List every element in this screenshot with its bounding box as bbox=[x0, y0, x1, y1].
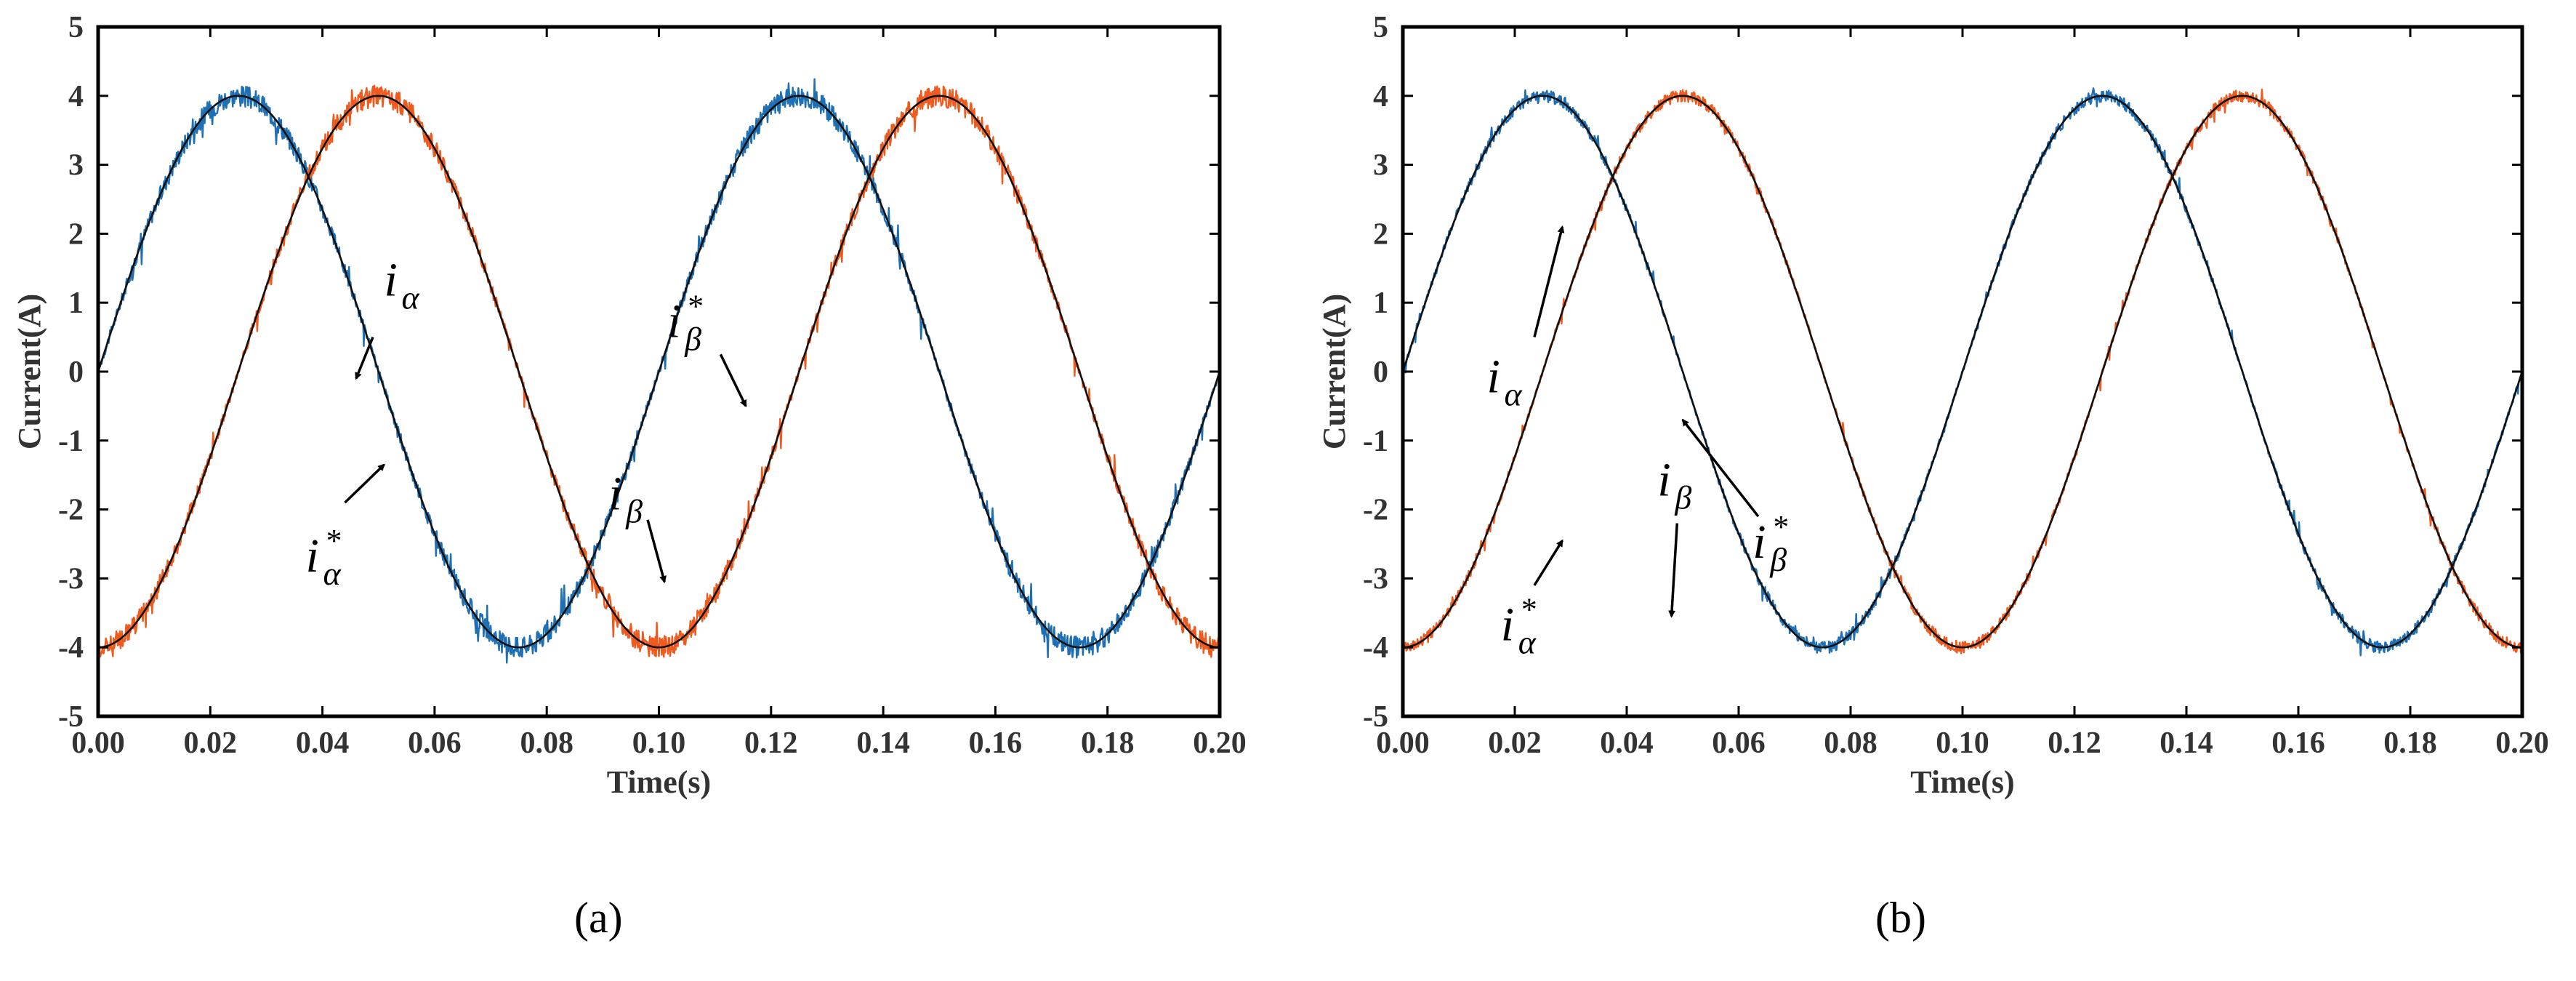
x-axis-title: Time(s) bbox=[1910, 764, 2014, 800]
x-tick-label: 0.12 bbox=[744, 726, 798, 760]
y-tick-label: 4 bbox=[68, 80, 84, 113]
x-tick-label: 0.16 bbox=[2271, 726, 2325, 760]
x-tick-label: 0.14 bbox=[2160, 726, 2213, 760]
x-tick-label: 0.00 bbox=[71, 726, 125, 760]
annotation-base: i bbox=[1752, 516, 1766, 569]
annotation-base: i bbox=[384, 254, 397, 307]
y-axis-title: Current(A) bbox=[12, 294, 47, 449]
x-tick-label: 0.10 bbox=[632, 726, 686, 760]
annotation-arrow bbox=[646, 519, 667, 584]
y-tick-label: -2 bbox=[1363, 494, 1388, 527]
x-tick-label: 0.04 bbox=[296, 726, 350, 760]
x-tick-label: 0.08 bbox=[1824, 726, 1877, 760]
annotation-ibeta-ref: i β* bbox=[667, 289, 747, 408]
annotation-superscript: * bbox=[1771, 509, 1787, 545]
x-tick-label: 0.12 bbox=[2048, 726, 2101, 760]
y-tick-label: 2 bbox=[68, 217, 84, 251]
y-tick-label: -1 bbox=[58, 425, 84, 458]
panel-label-a: (a) bbox=[574, 894, 623, 942]
series-i_beta_ref bbox=[1402, 95, 2523, 649]
annotation-subscript: β bbox=[1674, 479, 1691, 516]
x-tick-label: 0.20 bbox=[1193, 726, 1247, 760]
y-tick-label: 3 bbox=[1373, 149, 1388, 183]
annotation-arrow bbox=[344, 463, 385, 504]
annotation-subscript: α bbox=[401, 279, 419, 316]
y-tick-label: -4 bbox=[58, 631, 84, 665]
y-tick-label: 0 bbox=[1373, 356, 1388, 389]
x-tick-label: 0.14 bbox=[856, 726, 910, 760]
y-tick-label: -2 bbox=[58, 494, 84, 527]
y-tick-label: -3 bbox=[1363, 562, 1388, 596]
annotation-superscript: * bbox=[686, 289, 702, 324]
y-tick-label: 0 bbox=[68, 356, 84, 389]
y-tick-label: 2 bbox=[1373, 217, 1388, 251]
annotation-base: i bbox=[667, 295, 680, 348]
annotation-arrow bbox=[1533, 539, 1563, 586]
y-tick-label: 1 bbox=[68, 287, 84, 320]
x-tick-label: 0.18 bbox=[1081, 726, 1135, 760]
x-axis-title: Time(s) bbox=[607, 764, 711, 800]
chart-b: 0.00 0.02 0.04 0.06 0.08 0.10 0.12 0.14 0.16 0.18… bbox=[1316, 11, 2549, 800]
annotation-base: i bbox=[1487, 350, 1500, 403]
annotation-ialpha-ref: i α* bbox=[305, 463, 385, 592]
annotation-arrow bbox=[1533, 225, 1565, 338]
y-tick-label: -5 bbox=[1363, 700, 1388, 734]
y-tick-label: -4 bbox=[1363, 631, 1388, 665]
annotation-ialpha-ref: i α* bbox=[1501, 539, 1563, 661]
x-tick-label: 0.08 bbox=[520, 726, 573, 760]
annotation-base: i bbox=[608, 468, 621, 521]
y-tick-label: 5 bbox=[1373, 11, 1388, 44]
annotation-subscript: α bbox=[323, 555, 341, 592]
x-tick-label: 0.18 bbox=[2383, 726, 2437, 760]
y-tick-label: 5 bbox=[68, 11, 84, 44]
x-tick-label: 0.20 bbox=[2495, 726, 2549, 760]
annotation-base: i bbox=[305, 529, 318, 582]
annotation-subscript: α bbox=[1505, 375, 1523, 412]
annotation-base: i bbox=[1501, 598, 1514, 652]
annotation-subscript: β bbox=[684, 321, 701, 358]
series-i_beta_ref bbox=[97, 95, 1220, 649]
x-tick-label: 0.06 bbox=[1712, 726, 1766, 760]
x-tick-label: 0.06 bbox=[408, 726, 462, 760]
annotation-subscript: β bbox=[625, 493, 643, 530]
y-tick-label: -5 bbox=[58, 700, 84, 734]
annotation-base: i bbox=[1657, 454, 1670, 507]
annotation-subscript: α bbox=[1518, 624, 1537, 661]
annotation-ibeta-ref: i β* bbox=[1681, 418, 1787, 578]
x-tick-label: 0.02 bbox=[184, 726, 238, 760]
annotation-arrow bbox=[719, 353, 747, 408]
y-tick-label: -1 bbox=[1363, 425, 1388, 458]
series-i_alpha_ref bbox=[1401, 95, 2524, 649]
annotation-superscript: * bbox=[324, 523, 340, 558]
annotation-subscript: β bbox=[1769, 541, 1787, 578]
x-tick-label: 0.16 bbox=[969, 726, 1023, 760]
x-tick-label: 0.00 bbox=[1376, 726, 1430, 760]
y-axis-title: Current(A) bbox=[1316, 294, 1352, 449]
series-i_alpha_ref bbox=[97, 95, 1221, 649]
x-tick-label: 0.10 bbox=[1936, 726, 1989, 760]
y-tick-label: 3 bbox=[68, 149, 84, 183]
x-tick-label: 0.02 bbox=[1488, 726, 1542, 760]
annotation-superscript: * bbox=[1520, 592, 1536, 628]
annotation-arrow bbox=[355, 336, 374, 380]
annotation-arrow bbox=[1681, 418, 1760, 518]
chart-a: 0.00 0.02 0.04 0.06 0.08 0.10 0.12 0.14 0.16 0.18… bbox=[12, 11, 1247, 800]
x-tick-label: 0.04 bbox=[1600, 726, 1654, 760]
annotation-arrow bbox=[1668, 523, 1679, 618]
panel-label-b: (b) bbox=[1875, 894, 1926, 942]
y-tick-label: -3 bbox=[58, 562, 84, 596]
y-tick-label: 1 bbox=[1373, 287, 1388, 320]
y-tick-label: 4 bbox=[1373, 80, 1388, 113]
